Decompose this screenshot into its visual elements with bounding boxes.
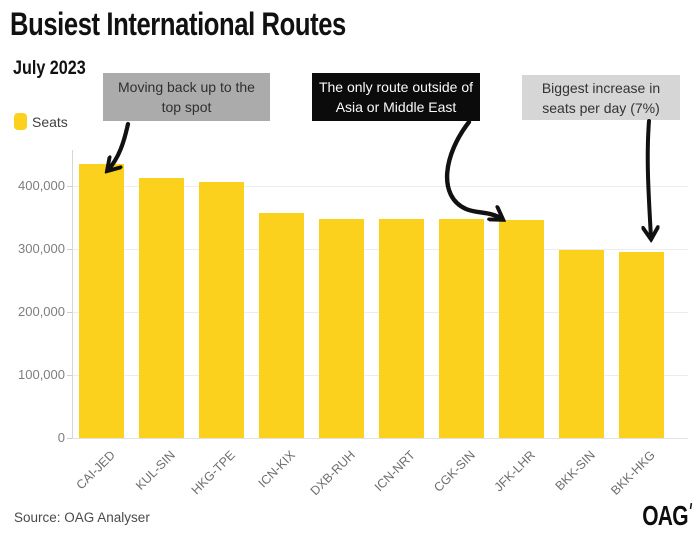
- legend-swatch-icon: [14, 113, 27, 130]
- y-tick-label: 300,000: [18, 241, 65, 256]
- y-tick-label: 200,000: [18, 304, 65, 319]
- bar: [619, 251, 664, 438]
- oag-logo: OAG: [642, 500, 693, 532]
- y-axis-tick: [67, 438, 72, 439]
- bar: [499, 220, 544, 438]
- annotation-biggest-increase: Biggest increase in seats per day (7%): [522, 75, 680, 120]
- y-tick-label: 0: [57, 430, 65, 445]
- y-axis-line: [72, 150, 73, 438]
- page-subtitle: July 2023: [13, 58, 86, 79]
- annotation-top-spot: Moving back up to the top spot: [103, 73, 270, 121]
- y-axis-tick: [67, 375, 72, 376]
- page-title: Busiest International Routes: [10, 6, 346, 42]
- bar: [79, 163, 124, 438]
- oag-logo-text: OAG: [642, 500, 688, 531]
- grid-line: [72, 186, 688, 187]
- y-axis-tick: [67, 249, 72, 250]
- grid-line: [72, 438, 688, 439]
- y-axis-tick: [67, 312, 72, 313]
- bar: [439, 218, 484, 438]
- y-tick-label: 400,000: [18, 178, 65, 193]
- bar: [139, 177, 184, 438]
- chart-legend: Seats: [14, 113, 68, 130]
- annotation-outside-asia: The only route outside of Asia or Middle…: [312, 73, 480, 121]
- bar: [379, 219, 424, 438]
- bar: [319, 218, 364, 438]
- bar: [199, 182, 244, 438]
- bar: [259, 213, 304, 438]
- y-tick-label: 100,000: [18, 367, 65, 382]
- source-credit: Source: OAG Analyser: [14, 510, 150, 525]
- bar: [559, 249, 604, 438]
- y-axis-tick: [67, 186, 72, 187]
- legend-label: Seats: [32, 113, 68, 130]
